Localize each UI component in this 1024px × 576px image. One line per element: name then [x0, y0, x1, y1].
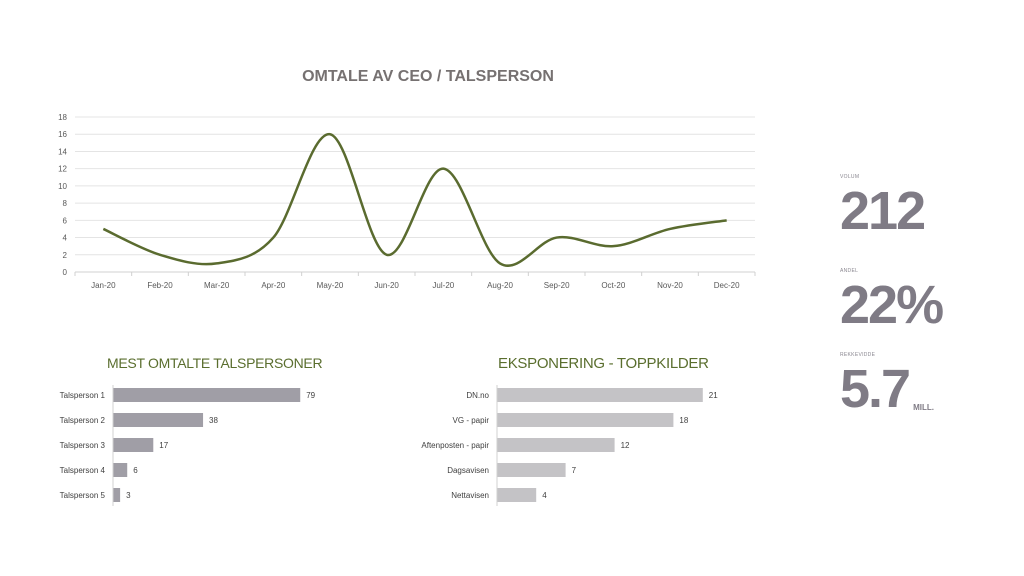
x-tick-label: May-20 [317, 281, 344, 290]
bar-category-label: Aftenposten - papir [421, 441, 489, 450]
bar [497, 488, 537, 502]
y-tick-label: 8 [63, 199, 68, 208]
sources-chart-title: EKSPONERING - TOPPKILDER [498, 355, 709, 372]
series-line [102, 132, 727, 267]
bar [497, 388, 703, 402]
bar-category-label: VG - papir [453, 416, 490, 425]
line-chart-title: OMTALE AV CEO / TALSPERSON [302, 68, 554, 85]
kpi-value: 5.7 [840, 359, 911, 419]
bar-value-label: 7 [572, 466, 577, 475]
bar [497, 413, 674, 427]
kpi-volume: VOLUM 212 [840, 174, 926, 241]
y-tick-label: 6 [63, 216, 68, 225]
bar [113, 413, 204, 427]
speakers-chart-title: MEST OMTALTE TALSPERSONER [107, 355, 323, 371]
bar-category-label: Talsperson 5 [60, 491, 106, 500]
bar [497, 438, 615, 452]
kpi-value: 22% [840, 275, 944, 335]
kpi-label: REKKEVIDDE [840, 352, 876, 358]
y-tick-label: 12 [58, 165, 67, 174]
x-tick-label: Jun-20 [374, 281, 399, 290]
bar-category-label: Talsperson 3 [60, 441, 106, 450]
bar-category-label: Talsperson 4 [60, 466, 106, 475]
x-tick-label: Nov-20 [657, 281, 683, 290]
kpi-label: VOLUM [840, 174, 860, 180]
y-tick-label: 18 [58, 113, 67, 122]
bar [113, 488, 121, 502]
y-tick-label: 0 [63, 268, 68, 277]
bar-category-label: Dagsavisen [447, 466, 489, 475]
bar-value-label: 4 [542, 491, 547, 500]
x-tick-label: Feb-20 [147, 281, 173, 290]
bar-category-label: DN.no [466, 391, 489, 400]
kpi-share: ANDEL 22% [840, 268, 944, 335]
bar-value-label: 17 [159, 441, 168, 450]
kpi-reach: REKKEVIDDE 5.7 MILL. [840, 352, 934, 416]
x-tick-label: Jan-20 [91, 281, 116, 290]
kpi-label: ANDEL [840, 268, 859, 274]
bar-category-label: Talsperson 2 [60, 416, 106, 425]
y-tick-label: 10 [58, 182, 67, 191]
bar-value-label: 18 [679, 416, 688, 425]
bar [113, 388, 301, 402]
kpi-value: 212 [840, 181, 926, 241]
bar [113, 438, 154, 452]
y-tick-label: 14 [58, 147, 67, 156]
bar-category-label: Nettavisen [451, 491, 489, 500]
bar-value-label: 6 [133, 466, 138, 475]
bar [113, 463, 128, 477]
x-tick-label: Mar-20 [204, 281, 230, 290]
bar [497, 463, 566, 477]
y-tick-label: 16 [58, 130, 67, 139]
x-tick-label: Sep-20 [544, 281, 570, 290]
x-tick-label: Dec-20 [714, 281, 740, 290]
x-tick-label: Apr-20 [261, 281, 286, 290]
x-tick-label: Oct-20 [601, 281, 626, 290]
bar-value-label: 3 [126, 491, 131, 500]
bar-value-label: 12 [621, 441, 630, 450]
kpi-unit: MILL. [913, 403, 934, 412]
x-tick-label: Aug-20 [487, 281, 513, 290]
y-tick-label: 4 [63, 234, 68, 243]
bar-value-label: 21 [709, 391, 718, 400]
bar-value-label: 38 [209, 416, 218, 425]
bar-category-label: Talsperson 1 [60, 391, 106, 400]
x-tick-label: Jul-20 [432, 281, 454, 290]
y-tick-label: 2 [63, 251, 68, 260]
bar-value-label: 79 [306, 391, 315, 400]
